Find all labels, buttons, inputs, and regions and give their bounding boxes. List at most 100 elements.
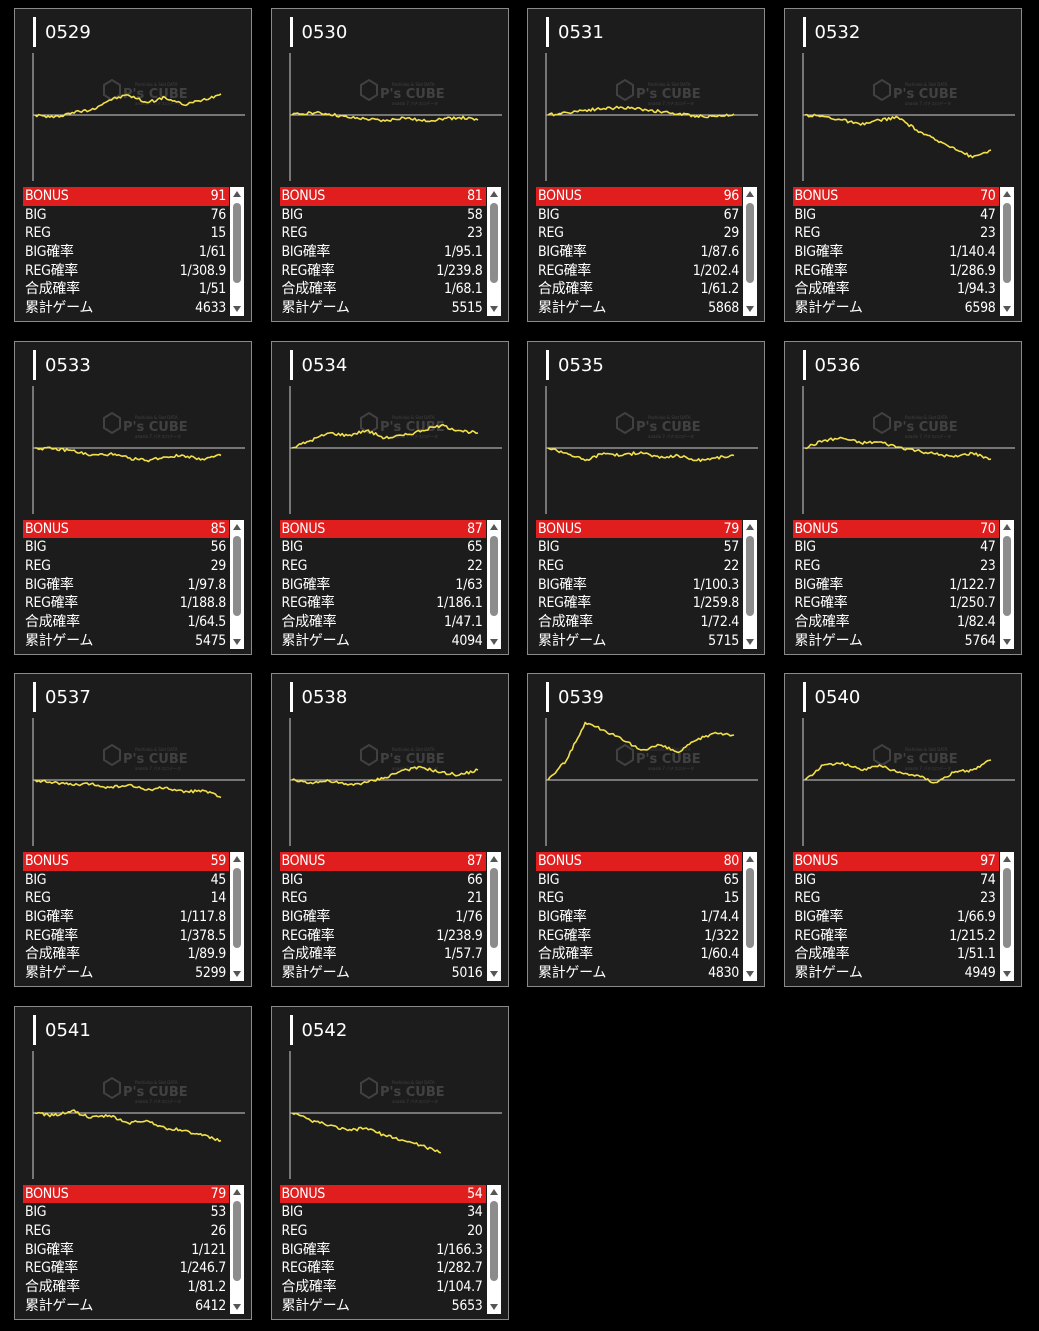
scroll-up-icon[interactable] <box>489 191 498 197</box>
scroll-up-icon[interactable] <box>233 191 241 197</box>
stats-scrollbar[interactable] <box>486 1184 501 1314</box>
scroll-up-icon[interactable] <box>1002 191 1011 197</box>
stats-scrollbar[interactable] <box>230 187 244 316</box>
machine-card[interactable]: 0541 P's CUBE Pachinko & Slot DATA anaslo 7… <box>14 1005 252 1320</box>
stats-scrollbar[interactable] <box>230 1184 244 1314</box>
machine-card[interactable]: 0538 P's CUBE Pachinko & Slot DATA anaslo 7… <box>270 673 509 987</box>
scroll-thumb[interactable] <box>233 203 241 283</box>
big-label: BIG <box>281 871 304 888</box>
scroll-down-icon[interactable] <box>746 306 754 312</box>
scroll-up-icon[interactable] <box>1002 856 1011 862</box>
reg-row: REG 21 <box>280 889 486 908</box>
stats-scrollbar[interactable] <box>743 187 757 316</box>
big-value: 53 <box>210 1204 227 1221</box>
machine-card[interactable]: 0536 P's CUBE Pachinko & Slot DATA anaslo 7… <box>783 340 1022 655</box>
scroll-up-icon[interactable] <box>233 1188 241 1195</box>
scroll-thumb[interactable] <box>489 535 498 616</box>
reg-label: REG <box>281 557 308 574</box>
scroll-down-icon[interactable] <box>233 1303 241 1310</box>
machine-card[interactable]: 0531 P's CUBE Pachinko & Slot DATA anaslo 7… <box>527 8 765 322</box>
reg-rate-row: REG確率 1/246.7 <box>23 1259 229 1278</box>
machine-number: 0535 <box>546 349 604 380</box>
machine-card[interactable]: 0539 P's CUBE Pachinko & Slot DATA anaslo 7… <box>527 673 765 987</box>
scroll-up-icon[interactable] <box>489 523 498 530</box>
watermark-brand: P's CUBE <box>123 1085 188 1100</box>
scroll-up-icon[interactable] <box>233 523 241 530</box>
combined-rate-value: 1/104.7 <box>436 1278 483 1295</box>
reg-value: 22 <box>723 557 740 574</box>
scroll-down-icon[interactable] <box>233 971 241 977</box>
reg-rate-row: REG確率 1/259.8 <box>536 594 742 613</box>
machine-card[interactable]: 0530 P's CUBE Pachinko & Slot DATA anaslo 7… <box>270 8 509 322</box>
scroll-down-icon[interactable] <box>233 306 241 312</box>
stats-scrollbar[interactable] <box>486 852 501 981</box>
stats-scrollbar[interactable] <box>999 519 1014 649</box>
reg-rate-value: 1/188.8 <box>179 595 227 612</box>
bonus-label: BONUS <box>794 188 839 204</box>
total-games-row: 累計ゲーム 4830 <box>536 964 742 983</box>
watermark-top: Pachinko & Slot DATA <box>392 415 435 420</box>
scroll-down-icon[interactable] <box>489 306 498 312</box>
stats-scrollbar[interactable] <box>230 519 244 649</box>
scroll-up-icon[interactable] <box>746 523 754 530</box>
machine-card[interactable]: 0532 P's CUBE Pachinko & Slot DATA anaslo 7… <box>783 8 1022 322</box>
scroll-up-icon[interactable] <box>233 856 241 862</box>
scroll-thumb[interactable] <box>489 203 498 283</box>
machine-card[interactable]: 0534 P's CUBE Pachinko & Slot DATA anaslo 7… <box>270 340 509 655</box>
machine-card[interactable]: 0533 P's CUBE Pachinko & Slot DATA anaslo 7… <box>14 340 252 655</box>
scroll-up-icon[interactable] <box>489 856 498 862</box>
scroll-thumb[interactable] <box>1002 868 1011 948</box>
scroll-down-icon[interactable] <box>489 1303 498 1310</box>
stats-scrollbar[interactable] <box>486 519 501 649</box>
big-row: BIG 67 <box>536 206 742 225</box>
watermark-bottom: anaslo 7 パチスロデータ <box>392 433 438 439</box>
scroll-thumb[interactable] <box>233 868 241 948</box>
stats-scrollbar[interactable] <box>743 519 757 649</box>
stats-scrollbar[interactable] <box>743 852 757 981</box>
reg-rate-row: REG確率 1/250.7 <box>793 594 999 613</box>
big-rate-row: BIG確率 1/61 <box>23 243 229 262</box>
scroll-up-icon[interactable] <box>746 856 754 862</box>
watermark-bottom: anaslo 7 パチスロデータ <box>648 433 694 439</box>
scroll-thumb[interactable] <box>233 1200 241 1281</box>
scroll-thumb[interactable] <box>489 868 498 948</box>
stats-scrollbar[interactable] <box>999 852 1014 981</box>
scroll-thumb[interactable] <box>746 535 754 616</box>
scroll-thumb[interactable] <box>489 1200 498 1281</box>
machine-card[interactable]: 0537 P's CUBE Pachinko & Slot DATA anaslo 7… <box>14 673 252 987</box>
scroll-thumb[interactable] <box>746 868 754 948</box>
scroll-down-icon[interactable] <box>1002 306 1011 312</box>
big-value: 47 <box>980 206 996 223</box>
bonus-value: 70 <box>980 520 996 537</box>
machine-card[interactable]: 0540 P's CUBE Pachinko & Slot DATA anaslo 7… <box>783 673 1022 987</box>
scroll-down-icon[interactable] <box>489 638 498 645</box>
slump-chart: P's CUBE Pachinko & Slot DATA anaslo 7 パチス… <box>288 1047 502 1179</box>
scroll-down-icon[interactable] <box>1002 638 1011 645</box>
scroll-up-icon[interactable] <box>489 1188 498 1195</box>
stats-scrollbar[interactable] <box>999 187 1014 316</box>
scroll-down-icon[interactable] <box>746 971 754 977</box>
stats-scrollbar[interactable] <box>230 852 244 981</box>
big-label: BIG <box>281 1204 304 1221</box>
scroll-up-icon[interactable] <box>1002 523 1011 530</box>
scroll-up-icon[interactable] <box>746 191 754 197</box>
machine-number: 0542 <box>289 1014 347 1045</box>
stats-scrollbar[interactable] <box>486 187 501 316</box>
machine-card[interactable]: 0535 P's CUBE Pachinko & Slot DATA anaslo 7… <box>527 340 765 655</box>
machine-card[interactable]: 0542 P's CUBE Pachinko & Slot DATA anaslo 7… <box>270 1005 509 1320</box>
scroll-down-icon[interactable] <box>1002 971 1011 977</box>
scroll-thumb[interactable] <box>746 203 754 283</box>
scroll-down-icon[interactable] <box>489 971 498 977</box>
big-rate-label: BIG確率 <box>281 1241 331 1258</box>
reg-label: REG <box>794 225 821 242</box>
scroll-down-icon[interactable] <box>746 638 754 645</box>
scroll-down-icon[interactable] <box>233 638 241 645</box>
machine-card[interactable]: 0529 P's CUBE Pachinko & Slot DATA anaslo 7… <box>14 8 252 322</box>
total-games-value: 4633 <box>195 300 226 317</box>
scroll-thumb[interactable] <box>1002 203 1011 283</box>
big-value: 67 <box>723 206 740 223</box>
scroll-thumb[interactable] <box>233 535 241 616</box>
scroll-thumb[interactable] <box>1002 535 1011 616</box>
